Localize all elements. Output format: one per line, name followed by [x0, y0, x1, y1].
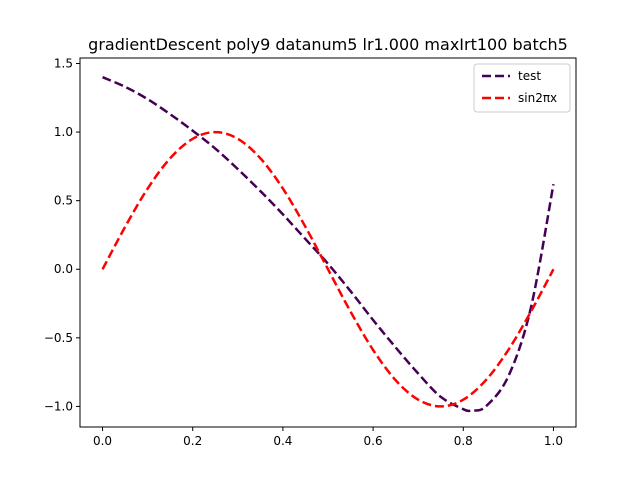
axes-frame — [79, 57, 577, 428]
x-tick-label: 0.2 — [183, 434, 202, 448]
y-tick-label: −1.0 — [44, 399, 73, 413]
y-tick-label: 1.0 — [54, 125, 73, 139]
series-line-test — [102, 76, 555, 413]
x-tick-label: 1.0 — [544, 434, 563, 448]
x-tick-label: 0.4 — [273, 434, 292, 448]
chart-title: gradientDescent poly9 datanum5 lr1.000 m… — [88, 35, 568, 54]
x-tick-label: 0.0 — [93, 434, 112, 448]
x-axis: 0.0 0.2 0.4 0.6 0.8 1.0 — [93, 427, 563, 448]
y-tick-label: 0.0 — [54, 262, 73, 276]
y-axis: −1.0 −0.5 0.0 0.5 1.0 1.5 — [44, 56, 80, 413]
series-line-sin — [101, 130, 555, 408]
y-tick-label: 1.5 — [54, 56, 73, 70]
series-layer — [101, 76, 555, 413]
y-tick-label: −0.5 — [44, 331, 73, 345]
legend-label: test — [518, 69, 541, 83]
x-tick-label: 0.8 — [454, 434, 473, 448]
legend: test sin2πx — [473, 63, 571, 113]
y-tick-label: 0.5 — [54, 194, 73, 208]
plot-area — [79, 57, 577, 428]
legend-label: sin2πx — [518, 91, 557, 105]
x-tick-label: 0.6 — [364, 434, 383, 448]
